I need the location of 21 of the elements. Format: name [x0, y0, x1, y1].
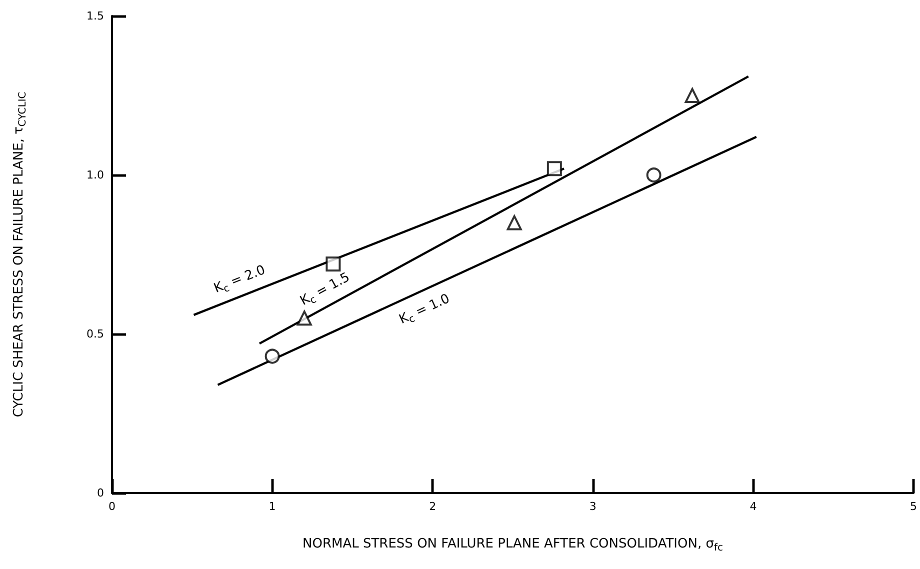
point — [546, 161, 562, 176]
point — [296, 310, 312, 326]
point — [506, 215, 522, 230]
annotation: Kc = 1.5 — [298, 270, 352, 309]
annotation: Kc = 1.0 — [397, 291, 452, 328]
y-tick-label: 0 — [97, 486, 104, 500]
x-tick-label: 0 — [108, 500, 116, 513]
y-axis-title: CYCLIC SHEAR STRESS ON FAILURE PLANE, τCYCLIC — [12, 92, 28, 418]
x-tick-label: 4 — [750, 500, 757, 513]
x-tick-label: 3 — [589, 500, 596, 513]
point — [646, 168, 662, 182]
point — [684, 88, 700, 103]
point — [326, 256, 341, 272]
x-tick-label: 1 — [268, 500, 276, 513]
y-tick-label: 1.0 — [86, 168, 104, 182]
annotation: Kc = 2.0 — [212, 262, 268, 296]
x-tick-label: 5 — [910, 500, 917, 513]
point — [264, 348, 280, 364]
y-tick-label: 0.5 — [86, 328, 104, 340]
x-tick-label: 2 — [429, 500, 436, 513]
y-tick-label: 1.5 — [86, 10, 104, 22]
